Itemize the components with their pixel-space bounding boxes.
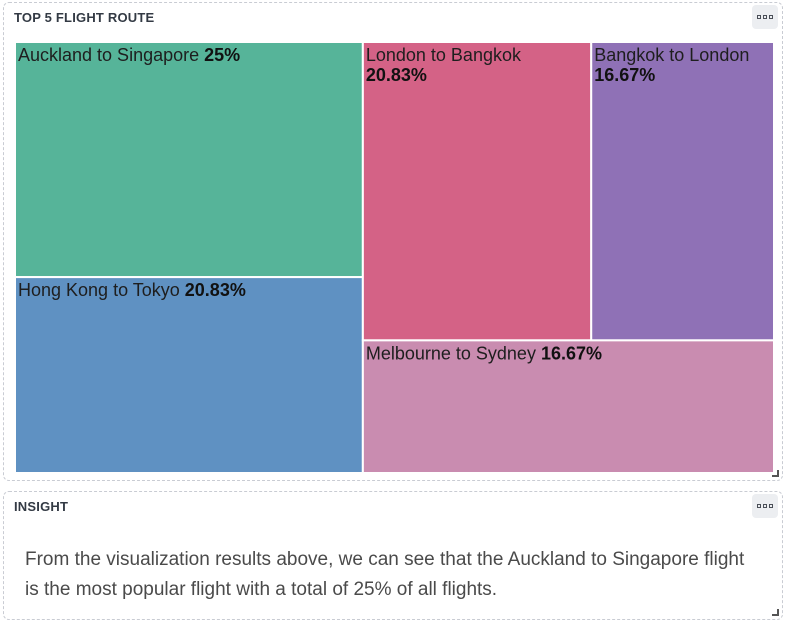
treemap-label-name: London to Bangkok <box>366 45 522 65</box>
treemap-label-melbourne-to-sydney: Melbourne to Sydney 16.67% <box>366 343 602 363</box>
chart-panel: TOP 5 FLIGHT ROUTE Auckland to Singapore… <box>3 2 783 481</box>
menu-dot-icon <box>757 504 761 508</box>
treemap-tile-melbourne-to-sydney[interactable] <box>361 339 775 474</box>
treemap-label-auckland-to-singapore: Auckland to Singapore 25% <box>18 45 240 65</box>
treemap-label-percent: 20.83% <box>185 280 246 300</box>
treemap-label-name: Melbourne to Sydney <box>366 343 536 363</box>
treemap-label-hong-kong-to-tokyo: Hong Kong to Tokyo 20.83% <box>18 280 246 300</box>
menu-dot-icon <box>769 504 773 508</box>
treemap-chart: Auckland to Singapore 25% Hong Kong to Tok… <box>14 41 775 474</box>
treemap-label-london-to-bangkok: London to Bangkok 20.83% <box>366 45 522 85</box>
treemap-tile-london-to-bangkok[interactable] <box>361 41 593 342</box>
menu-dot-icon <box>757 15 761 19</box>
chart-panel-menu-button[interactable] <box>752 5 778 29</box>
treemap-label-percent: 16.67% <box>594 65 655 85</box>
chart-panel-resize-handle[interactable] <box>772 470 779 477</box>
insight-panel-title: INSIGHT <box>14 499 69 514</box>
treemap-tile-bangkok-to-london[interactable] <box>590 41 775 342</box>
treemap-tile-hong-kong-to-tokyo[interactable] <box>14 276 364 474</box>
chart-panel-title: TOP 5 FLIGHT ROUTE <box>14 10 155 25</box>
treemap-tile-auckland-to-singapore[interactable] <box>14 41 364 279</box>
insight-panel-resize-handle[interactable] <box>772 609 779 616</box>
treemap-label-name: Auckland to Singapore <box>18 45 199 65</box>
treemap-label-bangkok-to-london: Bangkok to London 16.67% <box>594 45 749 85</box>
treemap-label-name: Hong Kong to Tokyo <box>18 280 180 300</box>
treemap-label-percent: 20.83% <box>366 65 427 85</box>
insight-text: From the visualization results above, we… <box>25 549 745 600</box>
treemap-label-name: Bangkok to London <box>594 45 749 65</box>
treemap-label-percent: 16.67% <box>541 343 602 363</box>
menu-dot-icon <box>763 15 767 19</box>
menu-dot-icon <box>769 15 773 19</box>
treemap-label-percent: 25% <box>204 45 240 65</box>
insight-panel: INSIGHT From the visualization results a… <box>3 491 783 620</box>
menu-dot-icon <box>763 504 767 508</box>
insight-panel-menu-button[interactable] <box>752 494 778 518</box>
